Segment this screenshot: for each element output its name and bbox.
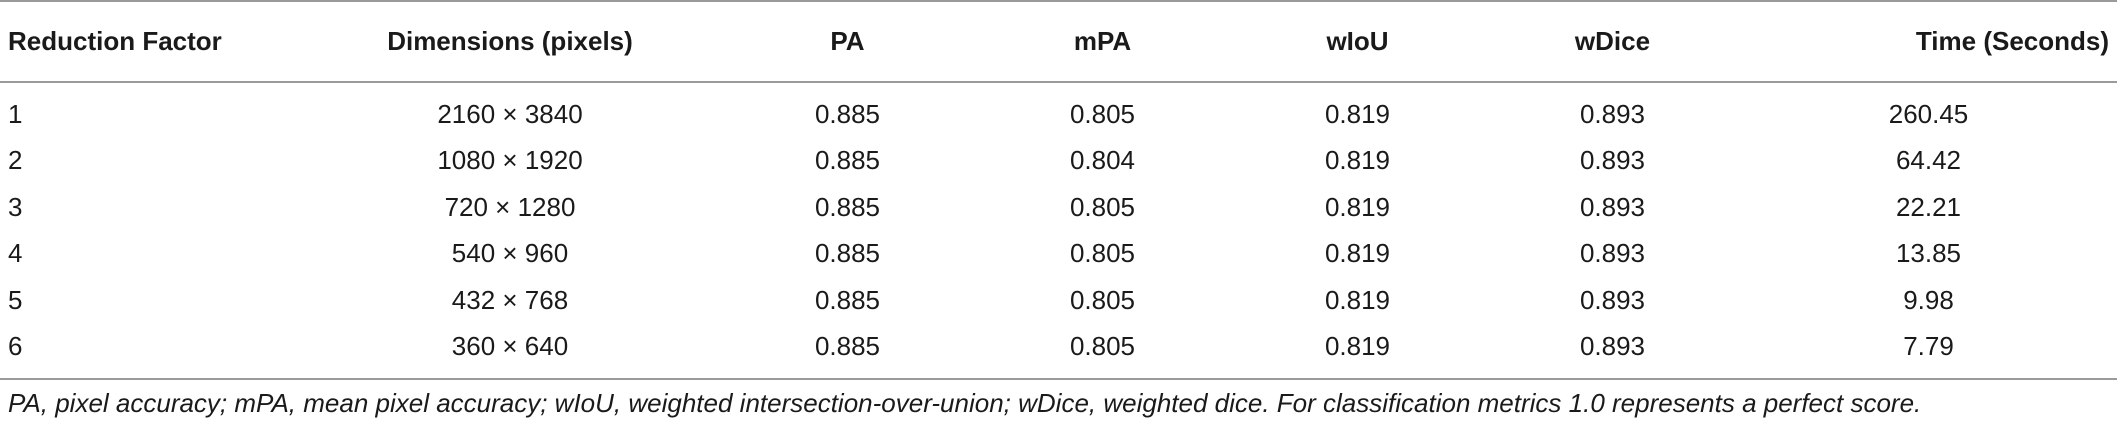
cell-wiou: 0.819 bbox=[1230, 323, 1485, 380]
table-row: 2 1080 × 1920 0.885 0.804 0.819 0.893 64… bbox=[0, 138, 2117, 185]
cell-dimensions: 540 × 960 bbox=[451, 238, 569, 269]
cell-wdice: 0.893 bbox=[1579, 238, 1646, 269]
results-table-container: Reduction Factor Dimensions (pixels) PA … bbox=[0, 0, 2117, 380]
table-row: 1 2160 × 3840 0.885 0.805 0.819 0.893 26… bbox=[0, 82, 2117, 138]
cell-wdice: 0.893 bbox=[1579, 284, 1646, 315]
cell-time: 260.45 bbox=[1888, 98, 1969, 129]
cell-dimensions: 360 × 640 bbox=[300, 323, 720, 380]
table-row: 5 432 × 768 0.885 0.805 0.819 0.893 9.98 bbox=[0, 277, 2117, 324]
header-pa: PA bbox=[720, 0, 975, 83]
cell-reduction-factor: 1 bbox=[8, 98, 23, 129]
header-reduction-factor: Reduction Factor bbox=[0, 0, 300, 83]
cell-wiou: 0.819 bbox=[1324, 284, 1391, 315]
cell-reduction-factor: 5 bbox=[8, 284, 23, 315]
cell-wiou: 0.819 bbox=[1324, 98, 1391, 129]
cell-time: 9.98 bbox=[1903, 284, 1954, 315]
cell-wiou: 0.819 bbox=[1324, 145, 1391, 176]
cell-reduction-factor: 2 bbox=[8, 145, 23, 176]
cell-time: 64.42 bbox=[1895, 145, 1962, 176]
cell-mpa: 0.804 bbox=[1069, 145, 1136, 176]
table-row: 4 540 × 960 0.885 0.805 0.819 0.893 13.8… bbox=[0, 231, 2117, 278]
cell-wiou: 0.819 bbox=[1324, 238, 1391, 269]
table-row: 6 360 × 640 0.885 0.805 0.819 0.893 7.79 bbox=[0, 323, 2117, 380]
cell-reduction-factor: 3 bbox=[8, 191, 23, 222]
cell-wdice: 0.893 bbox=[1579, 98, 1646, 129]
cell-wdice: 0.893 bbox=[1579, 145, 1646, 176]
cell-mpa: 0.805 bbox=[1069, 98, 1136, 129]
cell-pa: 0.885 bbox=[814, 191, 881, 222]
cell-reduction-factor: 6 bbox=[0, 323, 300, 380]
cell-dimensions: 720 × 1280 bbox=[444, 191, 576, 222]
cell-wiou: 0.819 bbox=[1324, 191, 1391, 222]
results-table: Reduction Factor Dimensions (pixels) PA … bbox=[0, 0, 2117, 380]
header-dimensions: Dimensions (pixels) bbox=[300, 0, 720, 83]
cell-dimensions: 432 × 768 bbox=[451, 284, 569, 315]
header-time: Time (Seconds) bbox=[1740, 0, 2117, 83]
cell-dimensions: 2160 × 3840 bbox=[437, 98, 583, 129]
cell-time: 22.21 bbox=[1895, 191, 1962, 222]
cell-reduction-factor: 4 bbox=[8, 238, 23, 269]
cell-dimensions: 1080 × 1920 bbox=[437, 145, 583, 176]
cell-wdice: 0.893 bbox=[1485, 323, 1740, 380]
cell-time: 7.79 bbox=[1740, 323, 2117, 380]
cell-pa: 0.885 bbox=[814, 284, 881, 315]
table-header-row: Reduction Factor Dimensions (pixels) PA … bbox=[0, 0, 2117, 83]
cell-mpa: 0.805 bbox=[975, 323, 1230, 380]
cell-mpa: 0.805 bbox=[1069, 191, 1136, 222]
table-footnote: PA, pixel accuracy; mPA, mean pixel accu… bbox=[8, 388, 1922, 418]
cell-mpa: 0.805 bbox=[1069, 238, 1136, 269]
cell-mpa: 0.805 bbox=[1069, 284, 1136, 315]
header-wdice: wDice bbox=[1485, 0, 1740, 83]
table-row: 3 720 × 1280 0.885 0.805 0.819 0.893 22.… bbox=[0, 184, 2117, 231]
cell-time: 13.85 bbox=[1895, 238, 1962, 269]
header-wiou: wIoU bbox=[1230, 0, 1485, 83]
header-mpa: mPA bbox=[975, 0, 1230, 83]
cell-pa: 0.885 bbox=[814, 238, 881, 269]
cell-pa: 0.885 bbox=[814, 145, 881, 176]
cell-wdice: 0.893 bbox=[1579, 191, 1646, 222]
cell-pa: 0.885 bbox=[814, 98, 881, 129]
cell-pa: 0.885 bbox=[720, 323, 975, 380]
